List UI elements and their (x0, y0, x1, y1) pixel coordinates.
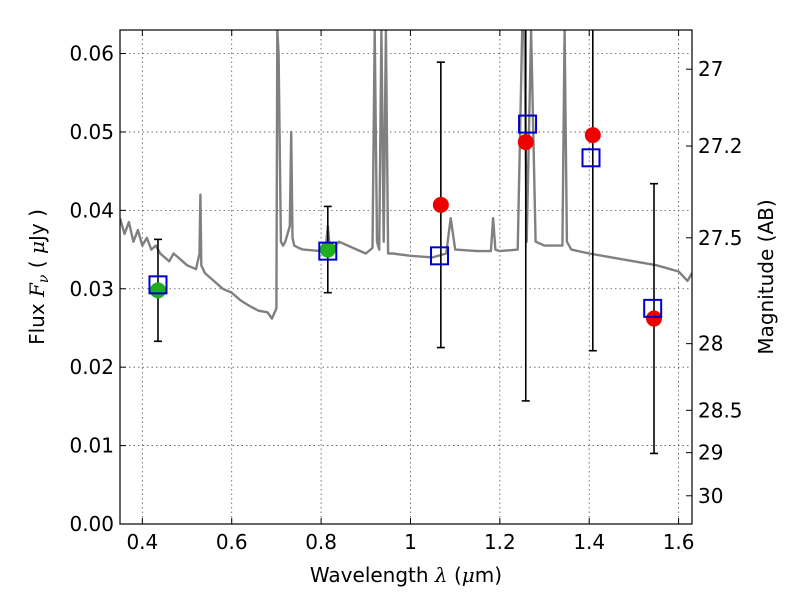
y2-tick-label: 28.5 (698, 398, 743, 422)
y2-tick-label: 28 (698, 332, 723, 356)
ticks-layer: 0.4 0.6 0.8 1 1.2 1.4 1.6 0.00 0.01 0.02 0.03 0.04 0… (69, 30, 743, 554)
y2-tick-label: 27 (698, 57, 723, 81)
model-box (318, 241, 338, 261)
x-tick-label: 1 (404, 530, 417, 554)
red-data-point (432, 196, 449, 213)
x-tick-label: 0.6 (216, 530, 248, 554)
red-data-point (517, 134, 534, 151)
grid-layer (120, 30, 692, 524)
x-tick-label: 0.8 (305, 530, 337, 554)
y-tick-label: 0.03 (69, 277, 114, 301)
y-tick-label: 0.05 (69, 120, 114, 144)
model-box (643, 298, 663, 318)
red-data-point (646, 310, 663, 327)
plot-frame (119, 29, 693, 525)
y-tick-label: 0.04 (69, 198, 114, 222)
red-data-point (584, 127, 601, 144)
model-box (430, 246, 450, 266)
y-tick-label: 0.02 (69, 355, 114, 379)
y-tick-label: 0.06 (69, 42, 114, 66)
model-box (518, 114, 538, 134)
model-box (581, 148, 601, 168)
y-axis-title: Flux Fν ( μJy ) (25, 209, 52, 345)
x-tick-label: 0.4 (126, 530, 158, 554)
x-tick-label: 1.6 (663, 530, 695, 554)
x-axis-title: Wavelength λ (μm) (310, 563, 502, 587)
point-layer (148, 114, 663, 327)
y2-tick-label: 27.5 (698, 226, 743, 250)
green-data-point (319, 241, 336, 258)
x-tick-label: 1.4 (573, 530, 605, 554)
model-box (148, 275, 168, 295)
y-tick-label: 0.00 (69, 512, 114, 536)
y2-axis-title: Magnitude (AB) (754, 199, 778, 354)
green-data-point (149, 282, 166, 299)
y2-tick-label: 29 (698, 441, 723, 465)
x-tick-label: 1.2 (484, 530, 516, 554)
spectrum-line (120, 30, 692, 320)
spectrum-layer (120, 30, 692, 320)
y2-tick-label: 27.2 (698, 134, 743, 158)
y-tick-label: 0.01 (69, 434, 114, 458)
y2-tick-label: 30 (698, 484, 723, 508)
errorbar-layer (153, 30, 659, 455)
